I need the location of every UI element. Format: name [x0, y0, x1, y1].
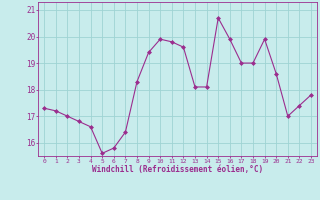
X-axis label: Windchill (Refroidissement éolien,°C): Windchill (Refroidissement éolien,°C) — [92, 165, 263, 174]
